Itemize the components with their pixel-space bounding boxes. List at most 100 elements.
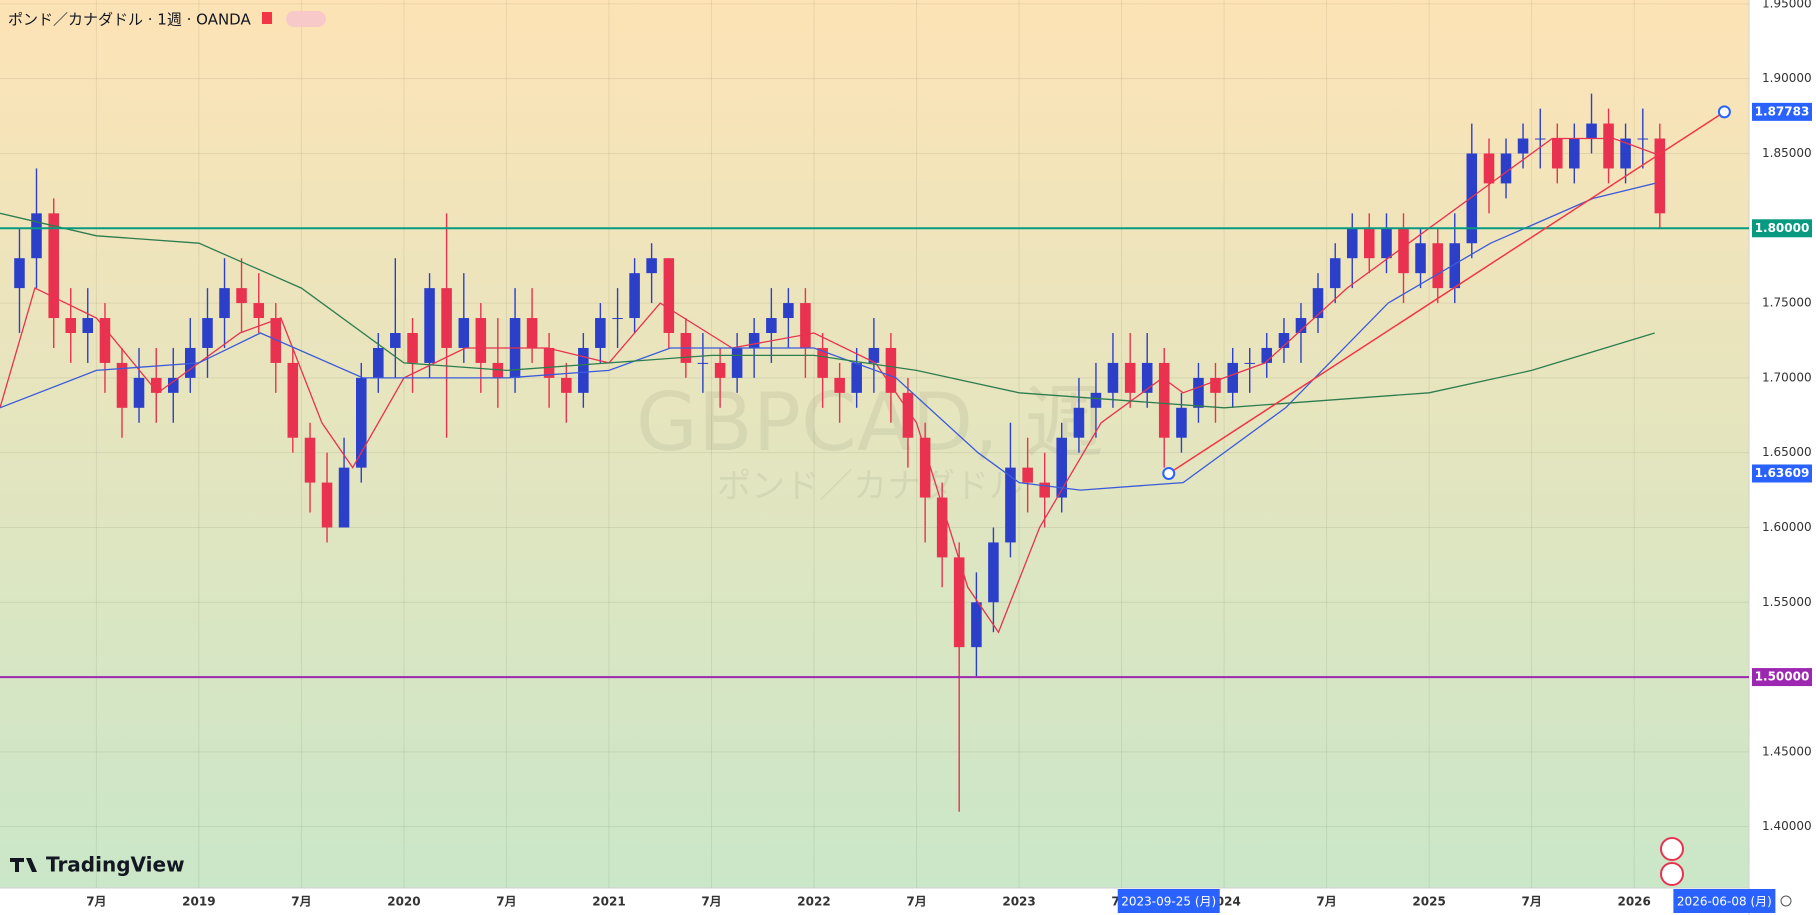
candle-body: [1227, 362, 1238, 393]
candle-body: [1210, 377, 1221, 393]
candle-body: [338, 467, 350, 528]
price-label-box: [1752, 219, 1812, 238]
x-tick-label: 7月: [906, 895, 926, 909]
candle-body: [1073, 407, 1085, 438]
watermark-subtitle: ポンド／カナダドル: [717, 467, 1023, 507]
status-pill[interactable]: [286, 11, 326, 27]
y-tick-label: 1.55000: [1762, 595, 1812, 609]
candle-body: [424, 288, 435, 363]
candle-body: [31, 213, 42, 259]
x-tick-label: 7月: [86, 895, 106, 909]
candle-body: [82, 318, 94, 333]
price-label: 1.50000: [1755, 670, 1810, 684]
date-label: 2023-09-25 (月): [1121, 895, 1216, 909]
candle-body: [1295, 318, 1307, 333]
candle-body: [150, 377, 162, 393]
candle-body: [1039, 482, 1050, 498]
candle-body: [1176, 407, 1187, 438]
candle-body: [1056, 437, 1067, 498]
price-label-box: [1752, 464, 1812, 483]
candle-body: [475, 318, 487, 363]
candle-body: [953, 557, 965, 648]
candle-body: [800, 303, 811, 348]
candle-body: [1346, 228, 1358, 259]
candle-body: [1500, 153, 1512, 184]
y-tick-label: 1.65000: [1762, 445, 1812, 459]
price-label-box: [1752, 102, 1812, 121]
candle-body: [1278, 333, 1290, 348]
x-tick-label: 7月: [496, 895, 516, 909]
candle-body: [595, 318, 606, 348]
candle-body: [988, 542, 999, 603]
candle-body: [1517, 138, 1529, 154]
candle-body: [116, 362, 128, 408]
candle-body: [407, 333, 418, 363]
candle-body: [1090, 392, 1102, 408]
flag-icon: [262, 12, 272, 24]
candle-body: [1141, 362, 1153, 393]
candle-body: [902, 392, 914, 438]
candle-body: [578, 347, 589, 393]
candle-body: [1466, 153, 1478, 244]
candle-body: [714, 362, 726, 378]
date-label-box: [1673, 889, 1776, 913]
candle-body: [919, 437, 931, 498]
candle-body: [1449, 243, 1461, 289]
candle-body: [543, 347, 555, 378]
candle-body: [356, 377, 367, 468]
candle-body: [629, 273, 640, 319]
candle-body: [373, 347, 384, 378]
candle-body: [561, 377, 572, 393]
candle-body: [441, 288, 452, 348]
y-tick-label: 1.40000: [1762, 819, 1812, 833]
logo-icon: [10, 858, 37, 872]
candle-body: [663, 258, 675, 333]
candle-body: [1620, 138, 1631, 169]
candle-body: [1483, 153, 1495, 184]
x-tick-label: 2022: [797, 895, 830, 909]
candle-body: [1398, 228, 1409, 274]
x-tick-label: 7月: [291, 895, 311, 909]
candle-body: [1329, 258, 1341, 289]
candle-body: [99, 318, 111, 363]
candle-body: [1193, 377, 1204, 408]
candle-body: [646, 258, 657, 274]
candle-body: [834, 377, 845, 393]
candle-body: [270, 318, 282, 363]
candle-body: [526, 318, 538, 348]
watermark: GBPCAD, 週: [636, 376, 1104, 469]
x-tick-label: 2025: [1412, 895, 1445, 909]
candle-body: [1124, 362, 1136, 393]
marks: [0, 93, 1749, 812]
moving-average: [0, 137, 1655, 634]
x-tick-label: 7月: [1316, 895, 1336, 909]
candle-body: [65, 318, 77, 333]
currency-icon: [1660, 862, 1684, 886]
candle-body: [1552, 138, 1563, 169]
y-tick-label: 1.95000: [1762, 0, 1812, 10]
candle-body: [817, 347, 828, 378]
chart-title[interactable]: ポンド／カナダドル · 1週 · OANDA: [8, 11, 251, 29]
candle-body: [458, 318, 470, 348]
candle-body: [167, 377, 179, 393]
candle-body: [1244, 362, 1256, 364]
logo[interactable]: TradingView: [46, 853, 185, 877]
y-tick-label: 1.60000: [1762, 520, 1812, 534]
x-tick-label: 7月: [1521, 895, 1541, 909]
candle-body: [868, 347, 880, 363]
x-tick-label: 2023: [1002, 895, 1035, 909]
price-label-box: [1752, 668, 1812, 687]
candle-body: [885, 347, 897, 393]
candle-body: [748, 333, 760, 348]
labels: 1.40000 1.45000 1.50000 1.55000 1.60000 1.650…: [86, 0, 1812, 913]
x-tick-label: 2026: [1617, 895, 1650, 909]
candle-body: [1005, 467, 1016, 543]
price-axis: [1749, 0, 1816, 915]
trend-line: [1168, 111, 1725, 475]
settings-icon[interactable]: [1780, 895, 1792, 907]
candle-body: [783, 303, 794, 319]
candle-body: [1432, 243, 1444, 289]
candle-body: [1381, 228, 1392, 259]
candle-body: [1363, 228, 1375, 259]
